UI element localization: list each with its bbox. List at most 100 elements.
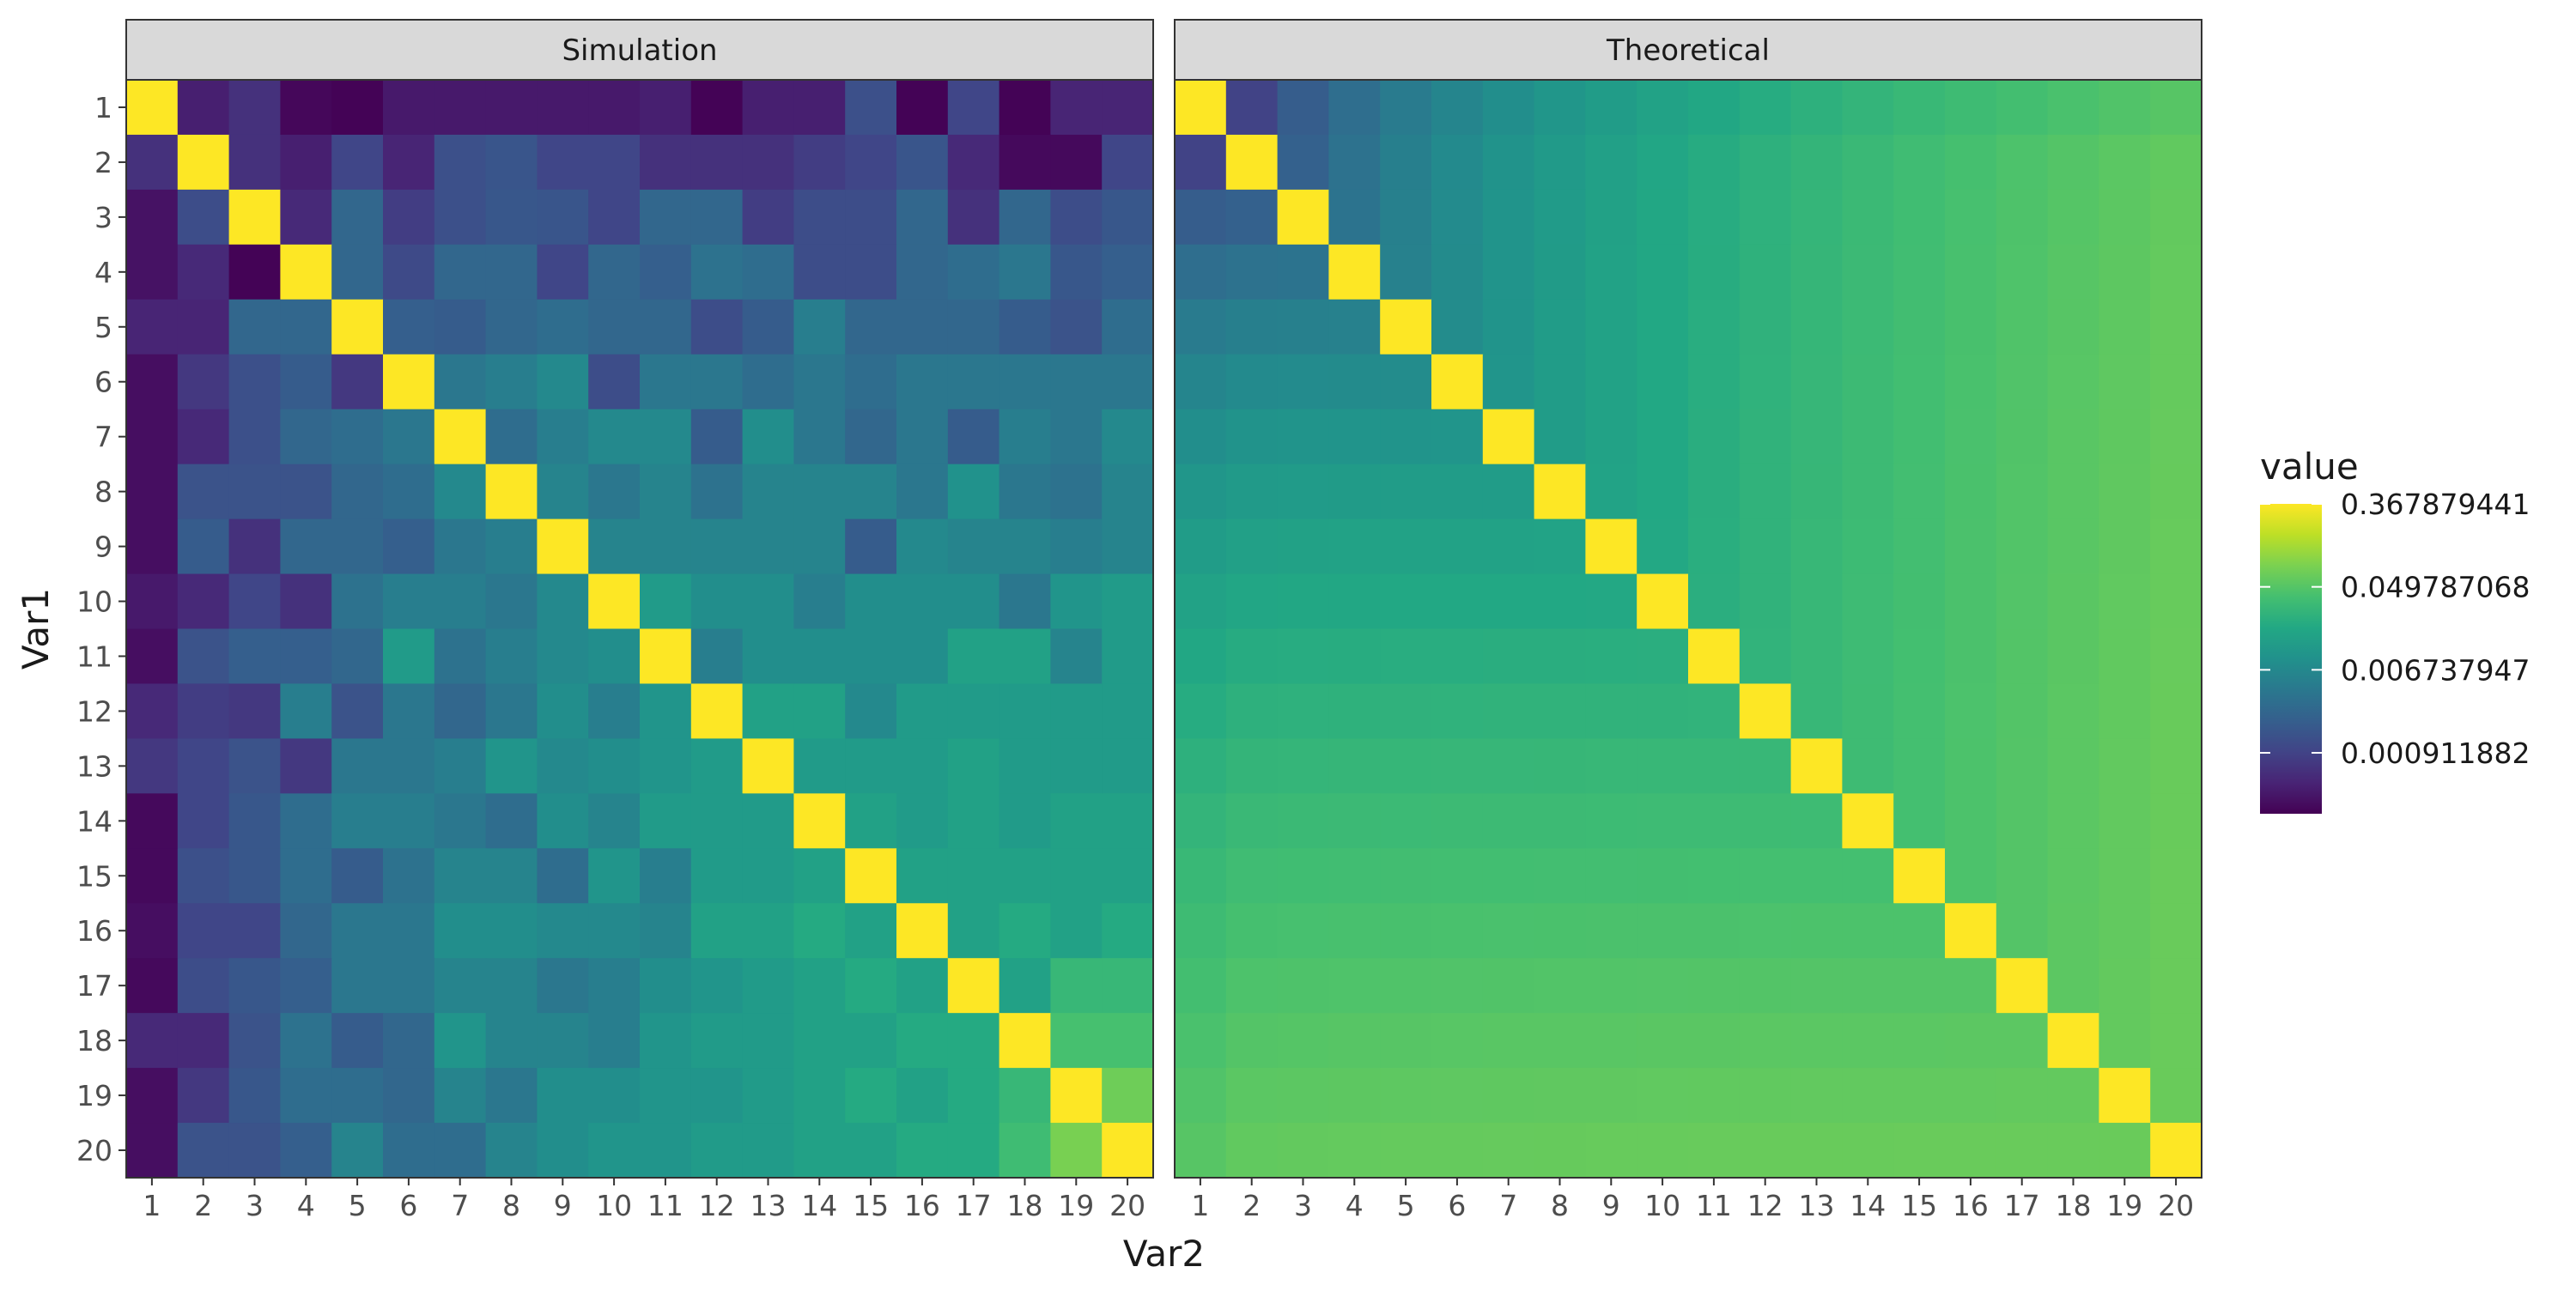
heatmap-cell: [1050, 354, 1103, 410]
heatmap-cell: [537, 464, 589, 520]
heatmap-cell: [640, 189, 692, 245]
heatmap-cell: [2150, 1123, 2202, 1179]
heatmap-cell: [2099, 573, 2151, 630]
heatmap-cell: [1534, 134, 1586, 191]
heatmap-cell: [126, 903, 179, 959]
heatmap-cell: [588, 354, 641, 410]
y-tick-label: 10: [76, 585, 112, 619]
heatmap-cell: [177, 683, 230, 739]
heatmap-cell: [690, 189, 744, 245]
heatmap-cell: [1225, 80, 1279, 136]
heatmap-cell: [126, 189, 179, 245]
heatmap-cell: [177, 134, 230, 191]
heatmap-cell: [1534, 409, 1586, 465]
heatmap-cell: [177, 738, 230, 794]
heatmap-cell: [2047, 958, 2099, 1014]
heatmap-cell: [485, 958, 538, 1014]
heatmap-cell: [383, 299, 435, 355]
heatmap-cell: [1277, 958, 1329, 1014]
heatmap-cell: [1790, 793, 1843, 849]
heatmap-cell: [1328, 1013, 1381, 1069]
heatmap-cell: [280, 848, 332, 904]
heatmap-cell: [845, 573, 897, 630]
heatmap-cell: [1431, 464, 1484, 520]
x-tick-label: 7: [451, 1189, 469, 1222]
heatmap-cell: [2150, 848, 2202, 904]
heatmap-cell: [947, 80, 1000, 136]
heatmap-cell: [1585, 354, 1637, 410]
heatmap-cell: [947, 1013, 1000, 1069]
heatmap-cell: [280, 299, 332, 355]
heatmap-cell: [1945, 244, 1997, 300]
heatmap-cell: [537, 848, 589, 904]
heatmap-cell: [1739, 518, 1792, 575]
heatmap-cell: [485, 683, 538, 739]
heatmap-cell: [1790, 354, 1843, 410]
heatmap-cell: [537, 354, 589, 410]
heatmap-cell: [588, 1123, 641, 1179]
heatmap-cell: [434, 738, 487, 794]
heatmap-cell: [485, 848, 538, 904]
heatmap-cell: [845, 628, 897, 685]
heatmap-cell: [1482, 683, 1535, 739]
heatmap-cell: [1277, 683, 1329, 739]
heatmap-cell: [1842, 354, 1894, 410]
heatmap-cell: [1688, 354, 1741, 410]
heatmap-cell: [434, 683, 487, 739]
heatmap-cell: [434, 244, 487, 300]
heatmap-cell: [383, 1068, 435, 1124]
heatmap-cell: [2150, 573, 2202, 630]
heatmap-cell: [1534, 738, 1586, 794]
x-tick-label: 19: [2106, 1189, 2142, 1222]
heatmap-cell: [383, 1123, 435, 1179]
heatmap-cell: [434, 518, 487, 575]
heatmap-cell: [999, 628, 1051, 685]
heatmap-cell: [896, 134, 949, 191]
heatmap-cell: [1050, 1123, 1103, 1179]
heatmap-cell: [1996, 134, 2049, 191]
heatmap-cell: [331, 244, 384, 300]
heatmap-cell: [742, 299, 794, 355]
heatmap-cell: [126, 738, 179, 794]
heatmap-cell: [742, 244, 794, 300]
heatmap-cell: [2150, 80, 2202, 136]
x-tick-label: 9: [1602, 1189, 1620, 1222]
heatmap-cell: [1380, 1068, 1432, 1124]
heatmap-cell: [1790, 683, 1843, 739]
heatmap-cell: [126, 1013, 179, 1069]
heatmap-cell: [999, 299, 1051, 355]
heatmap-cell: [640, 958, 692, 1014]
heatmap-cell: [228, 848, 281, 904]
heatmap-cell: [1945, 793, 1997, 849]
heatmap-cell: [793, 738, 846, 794]
heatmap-cell: [177, 1123, 230, 1179]
heatmap-cell: [1996, 1123, 2049, 1179]
x-tick-label: 15: [1901, 1189, 1937, 1222]
heatmap-cell: [1277, 573, 1329, 630]
heatmap-cell: [1534, 573, 1586, 630]
panel-border-1: [1174, 79, 2202, 1179]
heatmap-cell: [690, 80, 744, 136]
heatmap-cell: [1431, 573, 1484, 630]
heatmap-cell: [177, 518, 230, 575]
heatmap-cell: [1790, 573, 1843, 630]
y-tick-label: 13: [76, 749, 112, 783]
heatmap-cell: [1842, 189, 1894, 245]
heatmap-cell: [845, 738, 897, 794]
heatmap-cell: [947, 134, 1000, 191]
heatmap-cell: [1380, 134, 1432, 191]
heatmap-cell: [896, 1123, 949, 1179]
heatmap-cell: [896, 683, 949, 739]
heatmap-cell: [537, 793, 589, 849]
heatmap-cell: [1482, 1013, 1535, 1069]
heatmap-cell: [280, 903, 332, 959]
heatmap-cell: [1688, 409, 1741, 465]
x-tick-label: 12: [1747, 1189, 1783, 1222]
heatmap-cell: [896, 518, 949, 575]
heatmap-cell: [1790, 189, 1843, 245]
y-tick-label: 5: [94, 311, 112, 344]
heatmap-cell: [1277, 244, 1329, 300]
heatmap-cell: [1380, 958, 1432, 1014]
heatmap-cell: [228, 80, 281, 136]
heatmap-cell: [280, 1068, 332, 1124]
